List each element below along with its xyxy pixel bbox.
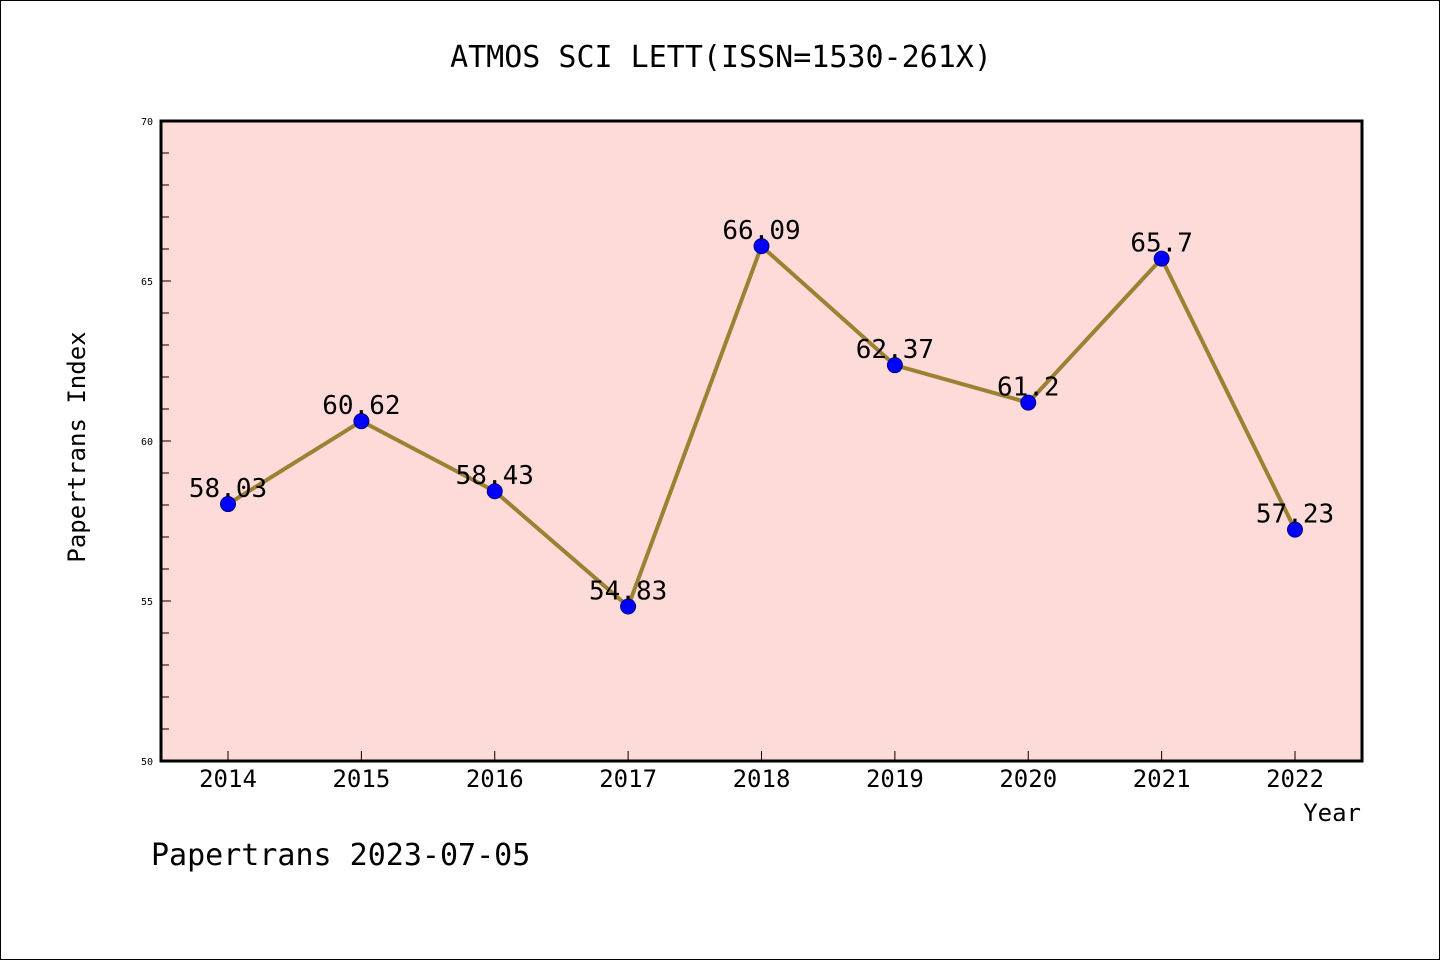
plot-area — [159, 119, 1364, 763]
x-tick-label: 2015 — [332, 765, 390, 793]
x-tick-label: 2019 — [866, 765, 924, 793]
x-axis-ticks: 2014 2015 2016 2017 2018 2019 2020 2021 2022 — [199, 751, 1324, 793]
data-labels: 58.03 60.62 58.43 54.83 66.09 62.37 61.2 65.7 57… — [189, 216, 1334, 606]
y-tick-label: 50 — [141, 757, 153, 768]
data-label: 58.43 — [456, 461, 534, 491]
data-label: 58.03 — [189, 474, 267, 504]
y-tick-label: 55 — [141, 597, 153, 608]
y-axis-label: Papertrans Index — [63, 331, 91, 562]
data-point-marker — [1153, 250, 1170, 267]
data-point-marker — [620, 598, 637, 615]
data-label: 61.2 — [997, 373, 1060, 403]
series-group — [220, 238, 1303, 615]
x-tick-label: 2017 — [599, 765, 657, 793]
x-tick-label: 2014 — [199, 765, 257, 793]
x-tick-label: 2022 — [1266, 765, 1324, 793]
x-tick-label: 2016 — [466, 765, 524, 793]
footer-source-date: Papertrans 2023-07-05 — [151, 838, 530, 873]
data-point-marker — [1287, 521, 1303, 538]
y-tick-label: 65 — [141, 277, 153, 288]
data-label: 65.7 — [1130, 229, 1193, 259]
x-tick-label: 2021 — [1133, 765, 1191, 793]
data-point-marker — [1020, 394, 1037, 411]
y-tick-label: 70 — [141, 117, 153, 128]
data-label: 60.62 — [322, 391, 400, 421]
data-label: 54.83 — [589, 576, 667, 606]
data-point-marker — [886, 357, 903, 374]
x-axis-label: Year — [1303, 799, 1361, 827]
data-label: 66.09 — [722, 216, 800, 246]
y-tick-label: 60 — [141, 437, 153, 448]
x-tick-label: 2018 — [733, 765, 791, 793]
data-point-marker — [486, 483, 503, 500]
data-point-marker — [353, 413, 370, 430]
data-point-marker — [753, 238, 770, 255]
y-axis-ticks: 50 55 60 65 70 — [141, 117, 171, 768]
data-label: 62.37 — [856, 335, 934, 365]
data-label: 57.23 — [1256, 500, 1334, 530]
chart-title: ATMOS SCI LETT(ISSN=1530-261X) — [450, 40, 992, 75]
x-tick-label: 2020 — [999, 765, 1057, 793]
data-point-marker — [220, 496, 236, 513]
